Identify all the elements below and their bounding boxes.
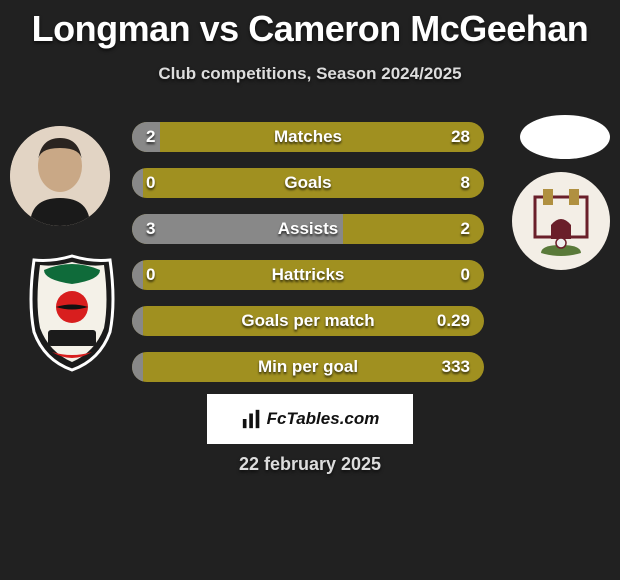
stat-row: Min per goal333 <box>132 352 484 382</box>
stat-right-value: 2 <box>461 214 470 244</box>
stat-right-value: 0 <box>461 260 470 290</box>
stat-row: Goals per match0.29 <box>132 306 484 336</box>
stat-label: Goals <box>132 168 484 198</box>
stat-right-value: 28 <box>451 122 470 152</box>
stats-panel: 2Matches280Goals83Assists20Hattricks0Goa… <box>132 122 484 398</box>
stat-row: 2Matches28 <box>132 122 484 152</box>
stat-right-value: 8 <box>461 168 470 198</box>
stat-label: Goals per match <box>132 306 484 336</box>
stat-right-value: 0.29 <box>437 306 470 336</box>
site-logo-text: FcTables.com <box>267 409 380 429</box>
stat-right-value: 333 <box>442 352 470 382</box>
crest-left <box>22 252 122 372</box>
club-crest-icon <box>521 181 601 261</box>
stat-label: Matches <box>132 122 484 152</box>
person-silhouette-icon <box>10 126 110 226</box>
stat-label: Hattricks <box>132 260 484 290</box>
stat-label: Assists <box>132 214 484 244</box>
bars-icon <box>241 408 263 430</box>
stat-row: 0Hattricks0 <box>132 260 484 290</box>
page-title: Longman vs Cameron McGeehan <box>0 0 620 50</box>
crest-right <box>512 172 610 270</box>
shield-icon <box>22 252 122 372</box>
date-text: 22 february 2025 <box>0 454 620 475</box>
subtitle: Club competitions, Season 2024/2025 <box>0 64 620 84</box>
stat-row: 3Assists2 <box>132 214 484 244</box>
player-left-photo <box>10 126 110 226</box>
stat-label: Min per goal <box>132 352 484 382</box>
player-right-photo <box>520 115 610 159</box>
stat-row: 0Goals8 <box>132 168 484 198</box>
site-logo: FcTables.com <box>207 394 413 444</box>
